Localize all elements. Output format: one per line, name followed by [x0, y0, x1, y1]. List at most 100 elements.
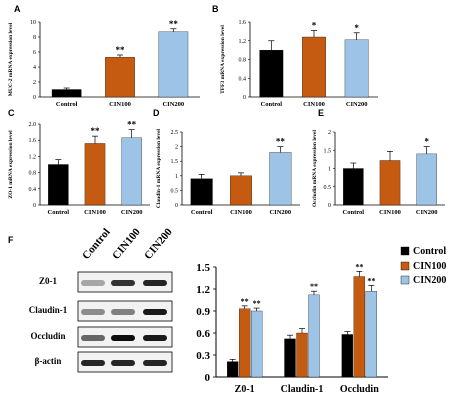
panel-a-ytick-label: 2	[33, 80, 36, 86]
panel-f-category-label: Z0-1	[235, 384, 255, 395]
blot-band	[143, 309, 167, 315]
panel-d-ytick-label: 1	[175, 174, 178, 180]
panel-f-ytick-label: 1.5	[196, 262, 210, 274]
panel-f-category-label: Occludin	[340, 384, 379, 395]
blot-band	[143, 360, 167, 366]
panel-e-category-label: CIN200	[416, 209, 438, 216]
panel-f-ytick-label: 0.9	[196, 306, 210, 318]
blot-band	[81, 309, 105, 315]
panel-c-ytick-label: 0.8	[29, 171, 37, 177]
panel-a-ytick-label: 6	[33, 50, 36, 56]
panel-f-ytick-label: 1.2	[196, 284, 210, 296]
panel-c-bar	[48, 164, 69, 206]
panel-f-bar	[308, 294, 320, 378]
panel-f-ytick-label: 0.6	[196, 328, 210, 340]
panel-c-category-label: Control	[48, 209, 70, 216]
panel-f-significance: **	[355, 262, 363, 271]
panel-b-ytick-label: 1.6	[239, 20, 247, 26]
blot-band	[81, 280, 105, 286]
panel-c-ytick-label: 2.0	[29, 122, 37, 128]
panel-b-bar	[302, 36, 326, 98]
panel-d-ytick-label: 2.5	[171, 130, 179, 136]
panel-a-category-label: CIN200	[162, 101, 184, 108]
panel-f-bar	[251, 310, 263, 378]
panel-b-category-label: CIN100	[303, 101, 325, 108]
panel-d-ytick-label: 0	[175, 203, 178, 209]
panel-f-legend-swatch	[400, 275, 410, 285]
panel-a-category-label: Control	[56, 101, 78, 108]
panel-f-legend-swatch	[400, 261, 410, 271]
panel-b-ytick-label: 0	[243, 95, 246, 101]
panel-f-significance: **	[367, 276, 375, 285]
panel-b-ytick-label: 0.8	[239, 58, 247, 64]
panel-d-bar	[269, 152, 292, 206]
panel-b-significance: *	[354, 23, 359, 33]
panel-e-bar	[416, 153, 437, 206]
blot-band	[111, 309, 135, 315]
panel-b-ytick-label: 0.4	[239, 76, 247, 82]
panel-b-ylabel: TFF3 mRNA expression level	[220, 25, 226, 94]
panel-a-ytick-label: 10	[30, 20, 36, 26]
panel-d-ytick-label: 2	[175, 145, 178, 151]
panel-b-category-label: CIN200	[346, 101, 368, 108]
panel-a-bar	[158, 31, 189, 98]
panel-f-significance: **	[241, 297, 249, 306]
panel-d-significance: **	[276, 137, 286, 147]
panel-e-ytick-label: 1.5	[324, 148, 332, 154]
panel-f-bar	[341, 334, 353, 378]
panel-f-bar	[296, 332, 308, 378]
panel-a-significance: **	[116, 45, 126, 55]
panel-d-category-label: CIN200	[269, 209, 291, 216]
blot-row-label: Occludin	[30, 331, 65, 341]
panel-d-ylabel: Claudin-1 mRNA expression level	[156, 128, 162, 208]
panel-f-ytick-label: 0	[205, 372, 211, 384]
panel-e-ytick-label: 0	[328, 203, 331, 209]
panel-f-legend-swatch	[400, 246, 410, 256]
panel-f-significance: **	[310, 282, 318, 291]
panel-c-category-label: CIN200	[121, 209, 143, 216]
panel-e-significance: *	[424, 137, 429, 147]
panel-a-ytick-label: 0	[33, 95, 36, 101]
blot-band	[111, 280, 135, 286]
panel-e-ytick-label: 1	[328, 167, 331, 173]
panel-c-ylabel: ZO-1 mRNA expression level	[8, 130, 14, 199]
panel-e-bar	[343, 168, 364, 206]
panel-a-bar	[105, 57, 135, 98]
blot-row-label: β-actin	[35, 356, 62, 366]
panel-a-ylabel: MUC-2 mRNA expression level	[8, 22, 14, 96]
panel-a-ytick-label: 8	[33, 35, 36, 41]
panel-d-category-label: CIN100	[230, 209, 252, 216]
panel-b-bar	[344, 39, 369, 98]
panel-e-category-label: CIN100	[379, 209, 401, 216]
blot-lane-label: Control	[80, 226, 113, 262]
panel-c-significance: **	[127, 120, 137, 130]
panel-f-legend-label: CIN200	[413, 275, 446, 286]
panel-f-legend-label: CIN100	[413, 261, 446, 272]
panel-b-label: B	[212, 4, 219, 14]
panel-c-significance: **	[91, 126, 101, 136]
blot-row-label: Z0-1	[39, 276, 58, 286]
panel-a-bar	[51, 89, 82, 98]
panel-e-bar	[379, 160, 401, 206]
panel-a-label: A	[14, 4, 21, 14]
panel-c-bar	[84, 143, 106, 206]
panel-d-bar	[190, 178, 213, 206]
panel-f-category-label: Claudin-1	[281, 384, 324, 395]
panel-f-bar	[353, 276, 365, 378]
blot-band	[81, 360, 105, 366]
panel-d-bar	[230, 175, 252, 206]
panel-c-ytick-label: 0	[33, 203, 36, 209]
panel-f-label: F	[8, 235, 14, 245]
blot-lane-label: CIN100	[110, 226, 143, 262]
panel-c-ytick-label: 0.4	[29, 187, 37, 193]
panel-c-ytick-label: 1.6	[29, 138, 37, 144]
panel-d-ytick-label: 1.5	[171, 159, 179, 165]
panel-d-ytick-label: 0.5	[171, 188, 179, 194]
panel-a-significance: **	[169, 19, 179, 29]
blot-band	[143, 280, 167, 286]
blot-band	[111, 360, 135, 366]
panel-c-ytick-label: 1.2	[29, 154, 37, 160]
blot-band	[143, 335, 167, 341]
panel-f-significance: **	[253, 299, 261, 308]
